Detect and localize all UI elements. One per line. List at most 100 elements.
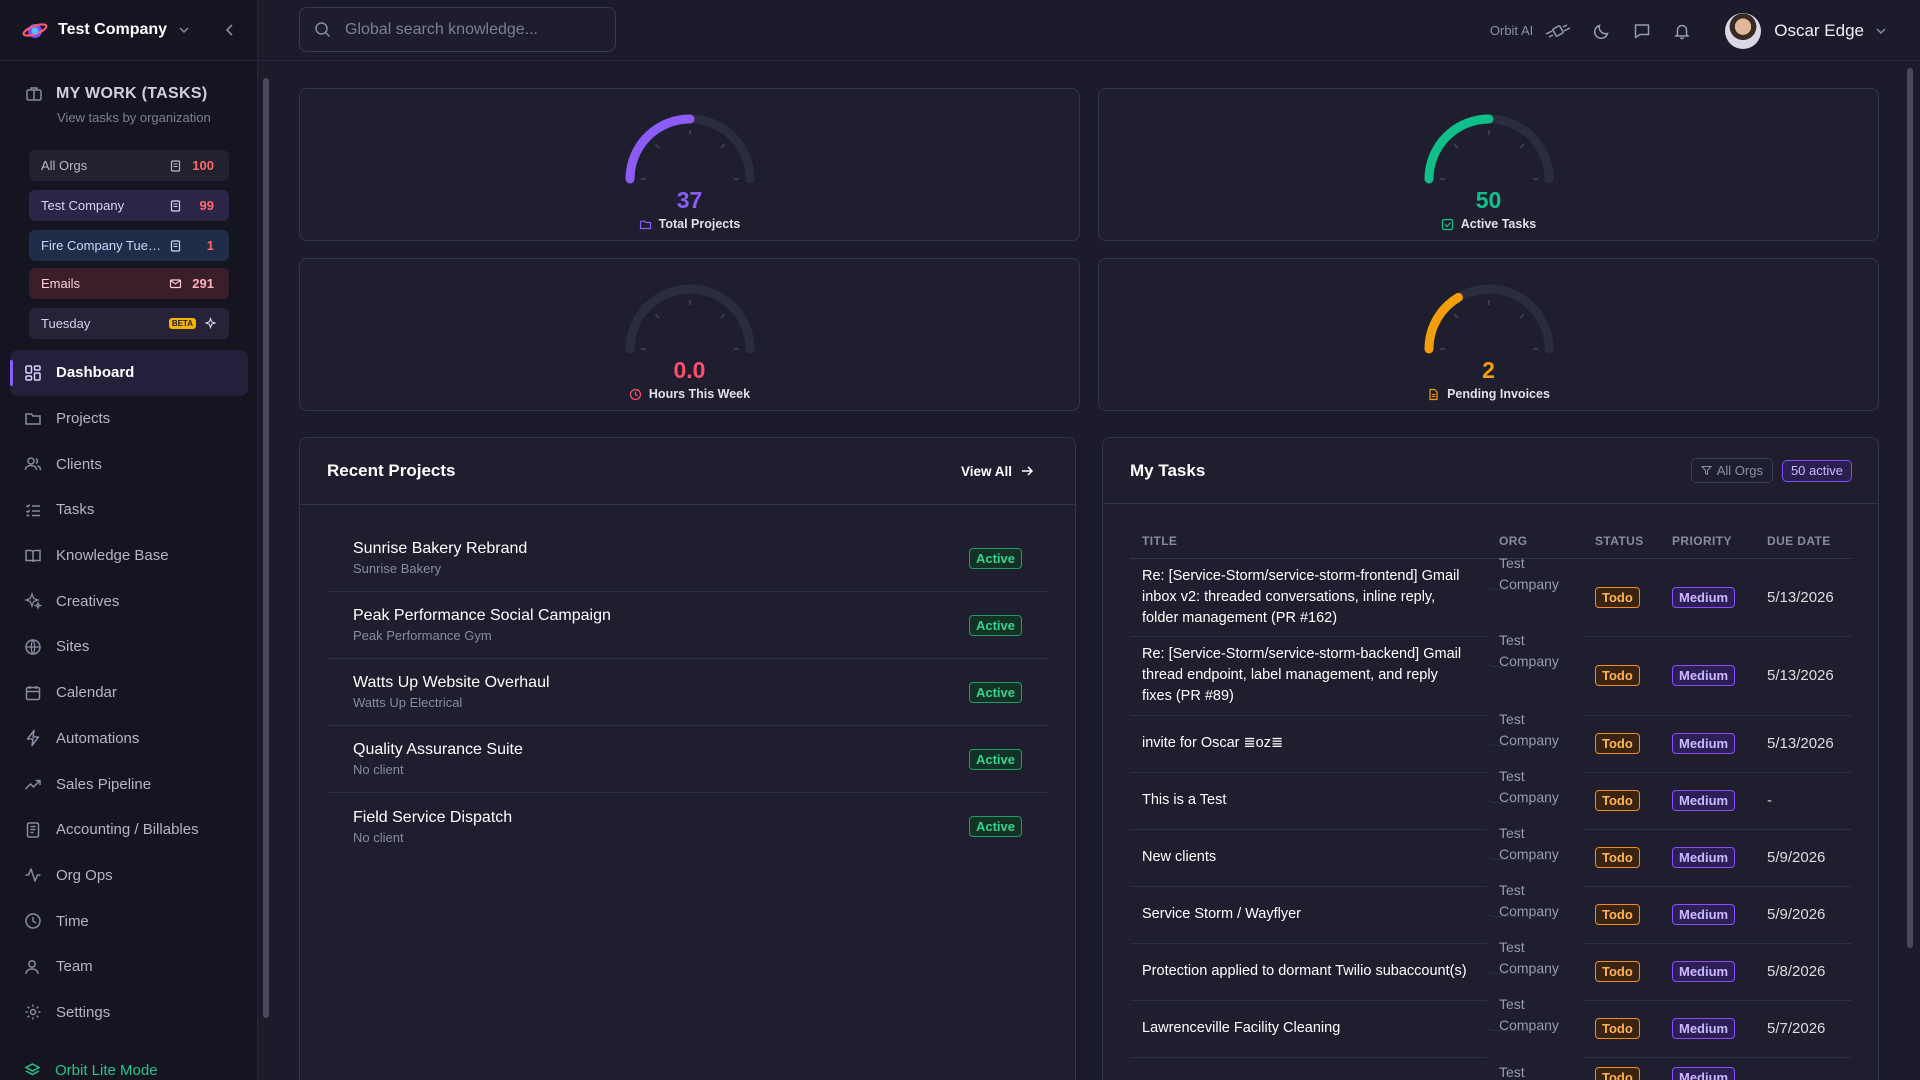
pending-invoices-gauge: 2 Pending Invoices (1419, 279, 1559, 401)
nav-team[interactable]: Team (10, 944, 248, 990)
list-item[interactable]: Sunrise Bakery Rebrand Sunrise Bakery Act… (327, 525, 1048, 592)
nav-time[interactable]: Time (10, 898, 248, 944)
sparkle-icon (204, 317, 217, 330)
org-item-test-company[interactable]: Test Company 99 (29, 190, 229, 221)
global-search[interactable] (299, 7, 616, 52)
clock-icon (25, 913, 41, 929)
pending-invoices-label: Pending Invoices (1447, 387, 1550, 401)
stat-card-pending-invoices: 2 Pending Invoices (1098, 258, 1879, 411)
satellite-icon[interactable] (1543, 19, 1573, 43)
task-due-date: 5/9/2026 (1755, 829, 1852, 887)
active-tasks-value: 50 (1475, 187, 1502, 213)
col-due-date[interactable]: DUE DATE (1755, 524, 1852, 559)
status-badge: Active (968, 816, 1022, 837)
list-item[interactable]: Quality Assurance Suite No client Active (327, 726, 1048, 793)
arrow-right-icon (1022, 466, 1034, 476)
nav-automations[interactable]: Automations (10, 716, 248, 762)
status-badge: Active (968, 614, 1022, 636)
nav-knowledge-base[interactable]: Knowledge Base (10, 533, 248, 579)
table-row[interactable]: Protection applied to dormant Twilio sub… (1130, 939, 1852, 1001)
hours-week-label: Hours This Week (648, 387, 751, 401)
active-tasks-label: Active Tasks (1460, 217, 1537, 231)
company-name: Test Company (58, 21, 168, 38)
clipboard-icon (170, 200, 181, 212)
list-icon (25, 504, 40, 517)
sidebar-scroll-thumb[interactable] (263, 78, 269, 1018)
file-icon (1429, 388, 1438, 400)
project-name: Field Service Dispatch (353, 808, 513, 826)
user-name[interactable]: Oscar Edge (1774, 20, 1864, 40)
nav-calendar[interactable]: Calendar (10, 670, 248, 716)
beta-badge: BETA (168, 318, 196, 329)
org-item-emails[interactable]: Emails 291 (29, 268, 229, 299)
sidebar-scrollbar[interactable] (262, 64, 270, 1074)
avatar[interactable] (1725, 12, 1762, 49)
org-item-fire-company[interactable]: Fire Company Tuesday 1 (29, 230, 229, 261)
col-status[interactable]: STATUS (1583, 524, 1660, 559)
table-row[interactable]: Service Storm / Wayflyer Test Company Todo… (1130, 882, 1852, 944)
search-input[interactable] (345, 20, 585, 39)
nav-accounting[interactable]: Accounting / Billables (10, 807, 248, 853)
task-due-date: 5/13/2026 (1755, 636, 1852, 716)
trend-icon (24, 779, 41, 790)
org-item-tuesday[interactable]: Tuesday BETA (29, 308, 229, 339)
nav-sales-pipeline[interactable]: Sales Pipeline (10, 761, 248, 807)
folder-icon (639, 219, 651, 229)
org-item-all-orgs[interactable]: All Orgs 100 (29, 150, 229, 181)
nav-clients[interactable]: Clients (10, 441, 248, 487)
table-row[interactable]: Re: [Service-Storm/service-storm-backend… (1130, 632, 1852, 716)
view-all-link[interactable]: View All (961, 464, 1034, 479)
task-title: invite for Oscar ≣oz≣ (1130, 715, 1487, 773)
briefcase-icon (26, 87, 42, 101)
main-scrollbar[interactable] (1905, 64, 1915, 1080)
chevron-down-icon[interactable] (1874, 24, 1888, 38)
col-priority[interactable]: PRIORITY (1660, 524, 1755, 559)
table-row[interactable]: This is a Test Test Company Todo Medium - (1130, 768, 1852, 830)
nav-projects[interactable]: Projects (10, 396, 248, 442)
chat-icon[interactable] (1633, 22, 1651, 40)
task-due-date: 5/9/2026 (1755, 886, 1852, 944)
moon-icon[interactable] (1593, 22, 1611, 40)
bell-icon[interactable] (1673, 22, 1691, 40)
orbit-ai-label[interactable]: Orbit AI (1489, 23, 1534, 38)
main-scroll-thumb[interactable] (1907, 68, 1913, 948)
nav-org-ops[interactable]: Org Ops (10, 853, 248, 899)
status-badge: Todo (1595, 847, 1640, 868)
table-row[interactable]: invite for Oscar ≣oz≣ Test Company Todo Med… (1130, 711, 1852, 773)
table-row[interactable]: Re: [Service-Storm/service-storm-fronten… (1130, 555, 1852, 637)
company-switcher[interactable]: Test Company (0, 0, 257, 61)
mail-icon (169, 279, 182, 289)
gauge-fill (1424, 114, 1493, 184)
table-row[interactable]: New clients Test Company Todo Medium 5/9/202… (1130, 825, 1852, 887)
project-list: Sunrise Bakery Rebrand Sunrise Bakery Act… (300, 505, 1075, 860)
org-filter-button[interactable]: All Orgs (1690, 458, 1773, 483)
org-filter-list: All Orgs 100 Test Company 99 Fire Compan… (29, 150, 229, 339)
list-item[interactable]: Field Service Dispatch No client Active (327, 793, 1048, 860)
list-item[interactable]: Watts Up Website Overhaul Watts Up Electr… (327, 659, 1048, 726)
orbit-lite-mode-toggle[interactable]: Orbit Lite Mode (24, 1062, 158, 1079)
nav-creatives[interactable]: Creatives (10, 578, 248, 624)
nav-tasks[interactable]: Tasks (10, 487, 248, 533)
task-title (1130, 1057, 1487, 1080)
search-icon (315, 22, 331, 38)
project-name: Sunrise Bakery Rebrand (353, 540, 528, 557)
grid-icon (25, 365, 41, 381)
table-row[interactable]: Test Todo Medium (1130, 1057, 1852, 1080)
gauge-tick (719, 143, 725, 149)
table-row[interactable]: Lawrenceville Facility Cleaning Test Comp… (1130, 996, 1852, 1058)
list-item[interactable]: Peak Performance Social Campaign Peak Per… (327, 592, 1048, 659)
status-badge: Active (968, 681, 1022, 703)
clipboard-icon (170, 240, 181, 252)
orbit-logo-icon (22, 23, 48, 38)
nav-dashboard[interactable]: Dashboard (10, 350, 248, 396)
task-org: Test Company (1487, 996, 1559, 1033)
collapse-sidebar-icon[interactable] (221, 21, 239, 39)
total-projects-value: 37 (676, 187, 703, 213)
col-org[interactable]: ORG (1487, 524, 1583, 559)
gauge-tick (654, 313, 660, 319)
nav-sites[interactable]: Sites (10, 624, 248, 670)
col-title[interactable]: TITLE (1130, 524, 1487, 559)
org-count: 99 (199, 198, 214, 213)
nav-settings[interactable]: Settings (10, 990, 248, 1036)
header-actions: Orbit AI Oscar Edge (1490, 0, 1920, 61)
